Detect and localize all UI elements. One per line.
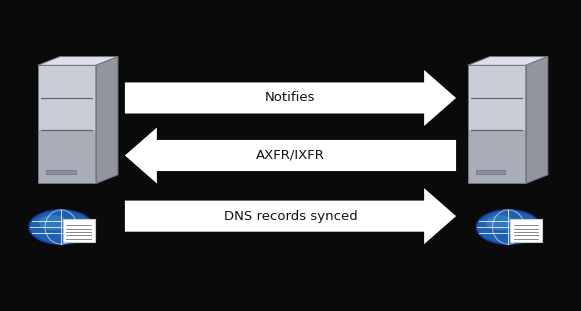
Polygon shape	[468, 57, 548, 65]
Circle shape	[486, 215, 515, 230]
Circle shape	[38, 215, 67, 230]
Text: Notifies: Notifies	[266, 91, 315, 104]
FancyBboxPatch shape	[476, 170, 505, 174]
Polygon shape	[125, 70, 456, 126]
FancyBboxPatch shape	[46, 170, 76, 174]
Polygon shape	[96, 57, 118, 183]
Polygon shape	[38, 57, 118, 65]
FancyBboxPatch shape	[510, 219, 542, 243]
FancyBboxPatch shape	[468, 65, 526, 130]
Polygon shape	[125, 188, 456, 244]
FancyBboxPatch shape	[63, 219, 95, 243]
Circle shape	[29, 210, 93, 244]
FancyBboxPatch shape	[468, 130, 526, 183]
Polygon shape	[526, 57, 548, 183]
Polygon shape	[125, 128, 456, 183]
Text: DNS records synced: DNS records synced	[224, 210, 357, 223]
Text: AXFR/IXFR: AXFR/IXFR	[256, 149, 325, 162]
FancyBboxPatch shape	[38, 65, 96, 130]
FancyBboxPatch shape	[38, 130, 96, 183]
Circle shape	[476, 210, 540, 244]
